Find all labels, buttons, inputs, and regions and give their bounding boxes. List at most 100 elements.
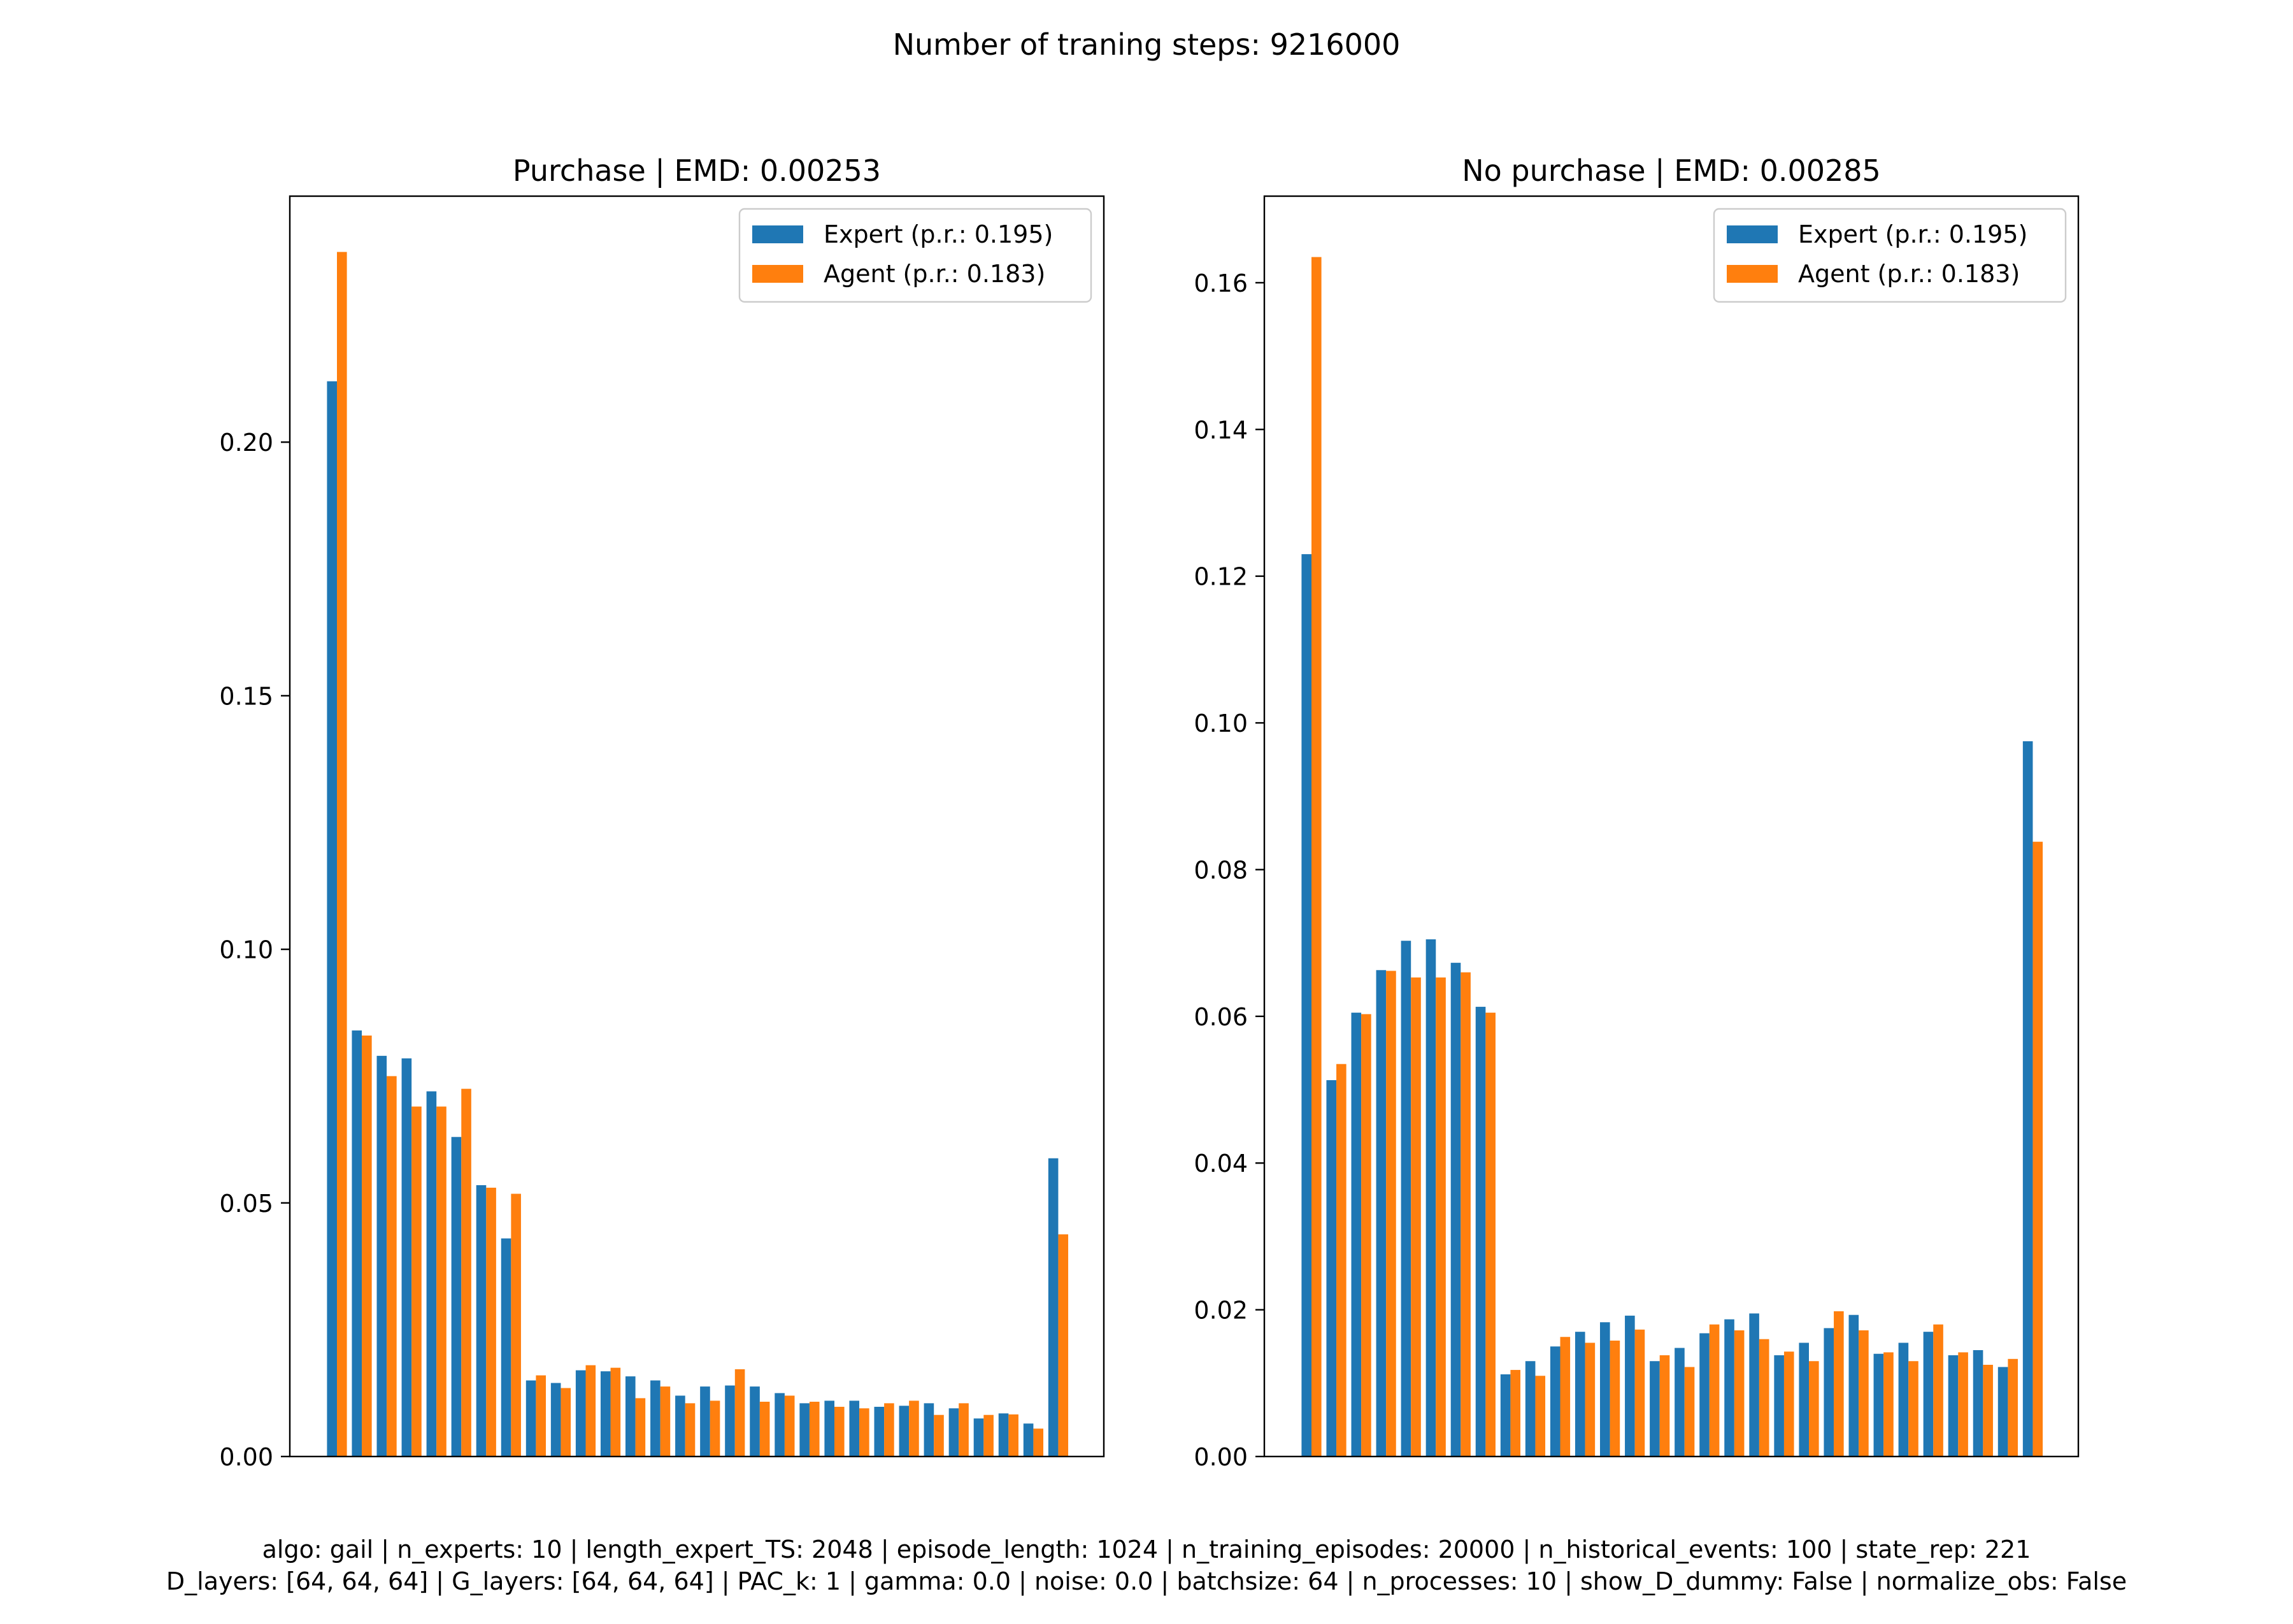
expert-bar [352,1030,362,1457]
agent-bar [1311,257,1322,1457]
y-tick-label: 0.05 [219,1190,273,1218]
agent-bar [759,1401,770,1457]
expert-bar [1997,1367,2008,1457]
expert-bar [476,1185,487,1457]
agent-bar [1759,1339,1769,1457]
agent-bar [561,1388,571,1457]
agent-bar [1386,971,1396,1457]
agent-bar [387,1076,397,1457]
agent-bar [859,1408,869,1457]
expert-bar [725,1385,735,1457]
agent-bar [1485,1013,1496,1457]
legend-swatch-expert [1727,225,1778,243]
agent-bar [1709,1324,1720,1457]
agent-bar [635,1398,646,1457]
expert-bar [700,1386,710,1457]
expert-bar [1824,1328,1834,1457]
legend-swatch-agent [1727,265,1778,283]
expert-bar [948,1408,959,1457]
expert-bar [1048,1158,1059,1457]
agent-bar [809,1401,820,1457]
expert-bar [1799,1343,1809,1457]
expert-bar [1650,1361,1660,1457]
expert-bar [2022,741,2033,1457]
agent-bar [1008,1414,1018,1457]
agent-bar [1361,1014,1371,1457]
agent-bar [1834,1311,1844,1457]
expert-bar [849,1400,860,1457]
expert-bar [501,1238,511,1457]
expert-bar [1873,1353,1884,1457]
expert-bar [1575,1332,1585,1457]
expert-bar [1401,941,1411,1457]
agent-bar [1883,1352,1894,1457]
expert-bar [1848,1314,1859,1457]
agent-bar [1809,1361,1819,1457]
expert-bar [750,1386,760,1457]
y-tick-label: 0.20 [219,429,273,457]
expert-bar [327,381,337,1457]
expert-bar [1973,1350,1983,1457]
agent-bar [1436,977,1446,1457]
y-tick-label: 0.10 [219,936,273,964]
agent-bar [734,1369,745,1457]
expert-bar [1326,1080,1337,1457]
agent-bar [983,1414,994,1457]
expert-bar [1675,1348,1685,1457]
y-tick-label: 0.15 [219,682,273,710]
legend-box [1713,208,2067,303]
expert-bar [376,1055,387,1457]
agent-bar [1734,1330,1745,1457]
agent-bar [610,1367,621,1457]
y-tick-label: 0.16 [1194,269,1248,297]
expert-bar [1625,1315,1635,1457]
y-tick-label: 0.10 [1194,709,1248,737]
agent-bar [337,252,347,1457]
agent-bar [934,1414,944,1457]
agent-bar [1859,1330,1869,1457]
expert-bar [1500,1374,1511,1457]
agent-bar [585,1365,596,1457]
agent-bar [784,1395,795,1457]
expert-bar [1475,1006,1486,1457]
agent-bar [1983,1365,1993,1457]
expert-bar [525,1380,536,1457]
legend-swatch-agent [752,265,803,283]
axes-frame [1263,195,2080,1458]
expert-bar [973,1418,984,1457]
expert-bar [625,1376,636,1457]
expert-bar [775,1393,785,1457]
legend-label-agent: Agent (p.r.: 0.183) [1798,260,2020,288]
footer-line-2: D_layers: [64, 64, 64] | G_layers: [64, … [166,1567,2127,1595]
expert-bar [1450,962,1461,1457]
expert-bar [600,1371,611,1457]
expert-bar [550,1383,561,1457]
legend-swatch-expert [752,225,803,243]
expert-bar [451,1137,462,1457]
purchase-chart: Purchase | EMD: 0.00253 0.00 0.05 0.10 0.15 0… [219,153,1105,1471]
expert-bar [924,1403,934,1457]
legend-label-agent: Agent (p.r.: 0.183) [824,260,1045,288]
agent-bar [685,1403,696,1457]
footer-line-1: algo: gail | n_experts: 10 | length_expe… [262,1535,2031,1563]
expert-bar [675,1395,685,1457]
agent-bar [1461,972,1471,1457]
agent-bar [2032,841,2043,1457]
expert-bar [1301,554,1311,1457]
agent-bar [1535,1376,1546,1457]
agent-bar [1659,1355,1670,1457]
expert-bar [1351,1013,1362,1457]
expert-bar [1923,1332,1934,1457]
expert-bar [998,1413,1009,1457]
expert-bar [1600,1322,1610,1457]
expert-bar [426,1091,437,1457]
expert-bar [1550,1346,1561,1457]
expert-bar [1699,1333,1710,1457]
agent-bar [1933,1324,1943,1457]
agent-bar [909,1400,919,1457]
legend: Expert (p.r.: 0.195) Agent (p.r.: 0.183) [1713,208,2067,303]
agent-bar [1058,1234,1069,1457]
y-tick-label: 0.12 [1194,563,1248,591]
axes-frame [289,195,1105,1458]
agent-bar [1634,1329,1645,1457]
